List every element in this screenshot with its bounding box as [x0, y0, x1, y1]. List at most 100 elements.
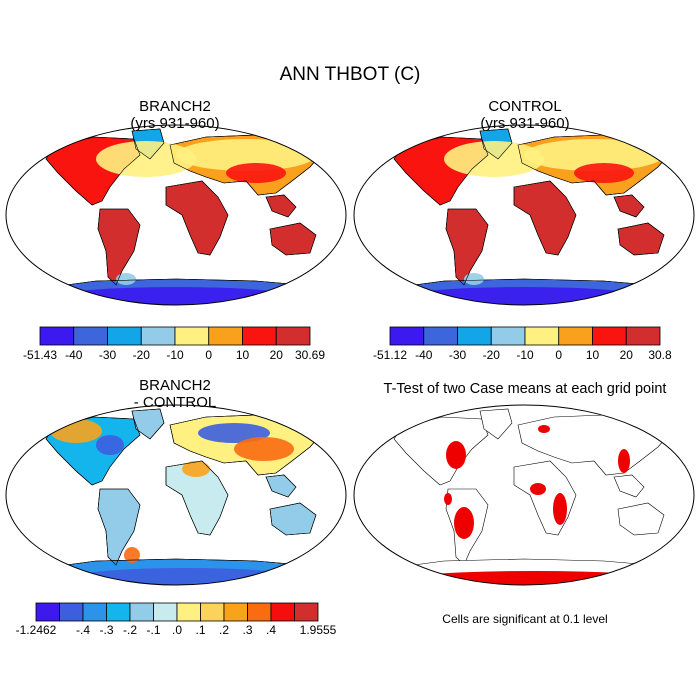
map-outline: [5, 404, 347, 586]
coastline: [45, 416, 141, 486]
labelbar-box: [524, 326, 560, 346]
labelbar-box: [208, 326, 243, 346]
significance-note: Cells are significant at 0.1 level: [442, 612, 608, 626]
coastline: [165, 180, 229, 256]
labelbar-box: [242, 326, 277, 346]
labelbar-label: .2: [219, 623, 229, 637]
land-africa: [513, 180, 577, 256]
shaded-region: [404, 287, 644, 305]
labelbar-box: [423, 326, 458, 346]
shaded-region: [182, 461, 210, 477]
labelbar-box: [270, 602, 295, 622]
labelbar-box: [176, 602, 201, 622]
labelbar-label: 10: [236, 348, 250, 362]
labelbar-box: [140, 326, 176, 346]
shaded-region: [574, 163, 634, 183]
labelbar-box: [625, 326, 661, 346]
land-greenland: [479, 408, 513, 440]
map-panel-difference: [5, 404, 347, 586]
significant-cells: [538, 425, 550, 433]
panel-title-control: CONTROL (yrs 931-960): [440, 98, 610, 132]
panel-title-line2: (yrs 931-960): [130, 115, 220, 132]
coastline: [269, 222, 317, 256]
labelbar-box: [82, 602, 107, 622]
panel-title-line2: (yrs 931-960): [480, 115, 570, 132]
land-africa: [513, 460, 577, 536]
labelbar-box: [73, 326, 108, 346]
labelbar-box: [107, 326, 142, 346]
labelbar-difference: -1.2462 -.4 -.3 -.2 -.1 .0 .1 .2 .3 .4 1.9555: [16, 602, 337, 637]
labelbar-label: -20: [133, 348, 151, 362]
labelbar-label: -30: [449, 348, 467, 362]
land-africa: [165, 180, 229, 256]
shaded-region: [76, 568, 296, 585]
coastline: [165, 460, 229, 536]
shaded-region: [124, 547, 140, 563]
labelbar-label: 0: [205, 348, 212, 362]
labelbar-box: [247, 602, 272, 622]
map-panel-ttest: [353, 404, 695, 586]
significant-cells: [618, 449, 630, 473]
labelbar-box: [153, 602, 178, 622]
coastline: [513, 180, 577, 256]
labelbar-label: -.4: [76, 623, 90, 637]
labelbar-label: -20: [483, 348, 501, 362]
labelbar-box: [39, 326, 75, 346]
panel-title-ttest: T-Test of two Case means at each grid po…: [383, 381, 667, 397]
land-seasia: [613, 194, 645, 218]
labelbar-box: [490, 326, 526, 346]
labelbar-label: -10: [516, 348, 534, 362]
labelbar-label: -10: [166, 348, 184, 362]
labelbar-label: -1.2462: [16, 623, 57, 637]
labelbar-label: .4: [266, 623, 276, 637]
panel-title-line1: CONTROL: [488, 98, 562, 115]
coastline: [479, 128, 513, 160]
shaded-region: [226, 163, 286, 183]
labelbar-box: [106, 602, 131, 622]
coastline: [45, 136, 141, 206]
shaded-region: [96, 435, 124, 455]
labelbar-box: [457, 326, 492, 346]
map-outline: [353, 404, 695, 586]
labelbar-box: [389, 326, 425, 346]
labelbar-branch2: -51.43 -40 -30 -20 -10 0 10 20 30.69: [23, 326, 325, 362]
land-seasia: [265, 474, 297, 498]
shaded-region: [56, 287, 296, 305]
land-seasia: [613, 474, 645, 498]
coastline: [265, 474, 297, 498]
panel-title-line1: BRANCH2: [139, 377, 211, 394]
significant-cells: [446, 441, 466, 469]
labelbar-label: 1.9555: [300, 623, 337, 637]
labelbar-label: -40: [415, 348, 433, 362]
labelbar-box: [174, 326, 210, 346]
labelbar-label: .3: [242, 623, 252, 637]
labelbar-label: .0: [172, 623, 182, 637]
coastline: [97, 208, 141, 286]
shaded-region: [198, 423, 270, 443]
significant-cells: [530, 483, 546, 495]
shaded-region: [116, 273, 136, 285]
coastline: [97, 488, 141, 566]
coastline: [445, 208, 489, 286]
figure-title: ANN THBOT (C): [279, 64, 421, 85]
labelbar-box: [558, 326, 593, 346]
coastline: [613, 194, 645, 218]
labelbar-control: -51.12 -40 -30 -20 -10 0 10 20 30.8: [373, 326, 672, 362]
labelbar-label: .1: [195, 623, 205, 637]
labelbar-label: -51.12: [373, 348, 407, 362]
map-panel-control: [353, 124, 695, 306]
labelbar-label: -40: [65, 348, 83, 362]
significant-cells: [454, 507, 474, 539]
labelbar-box: [223, 602, 248, 622]
labelbar-label: 20: [620, 348, 634, 362]
map-outline: [5, 124, 347, 306]
land-namerica: [393, 416, 489, 486]
labelbar-label: 10: [586, 348, 600, 362]
map-panel-branch2: [5, 124, 347, 306]
panel-title-line1: BRANCH2: [139, 98, 211, 115]
shaded-region: [234, 437, 294, 461]
labelbar-box: [129, 602, 154, 622]
significant-cells: [553, 493, 567, 525]
labelbar-box: [294, 602, 319, 622]
